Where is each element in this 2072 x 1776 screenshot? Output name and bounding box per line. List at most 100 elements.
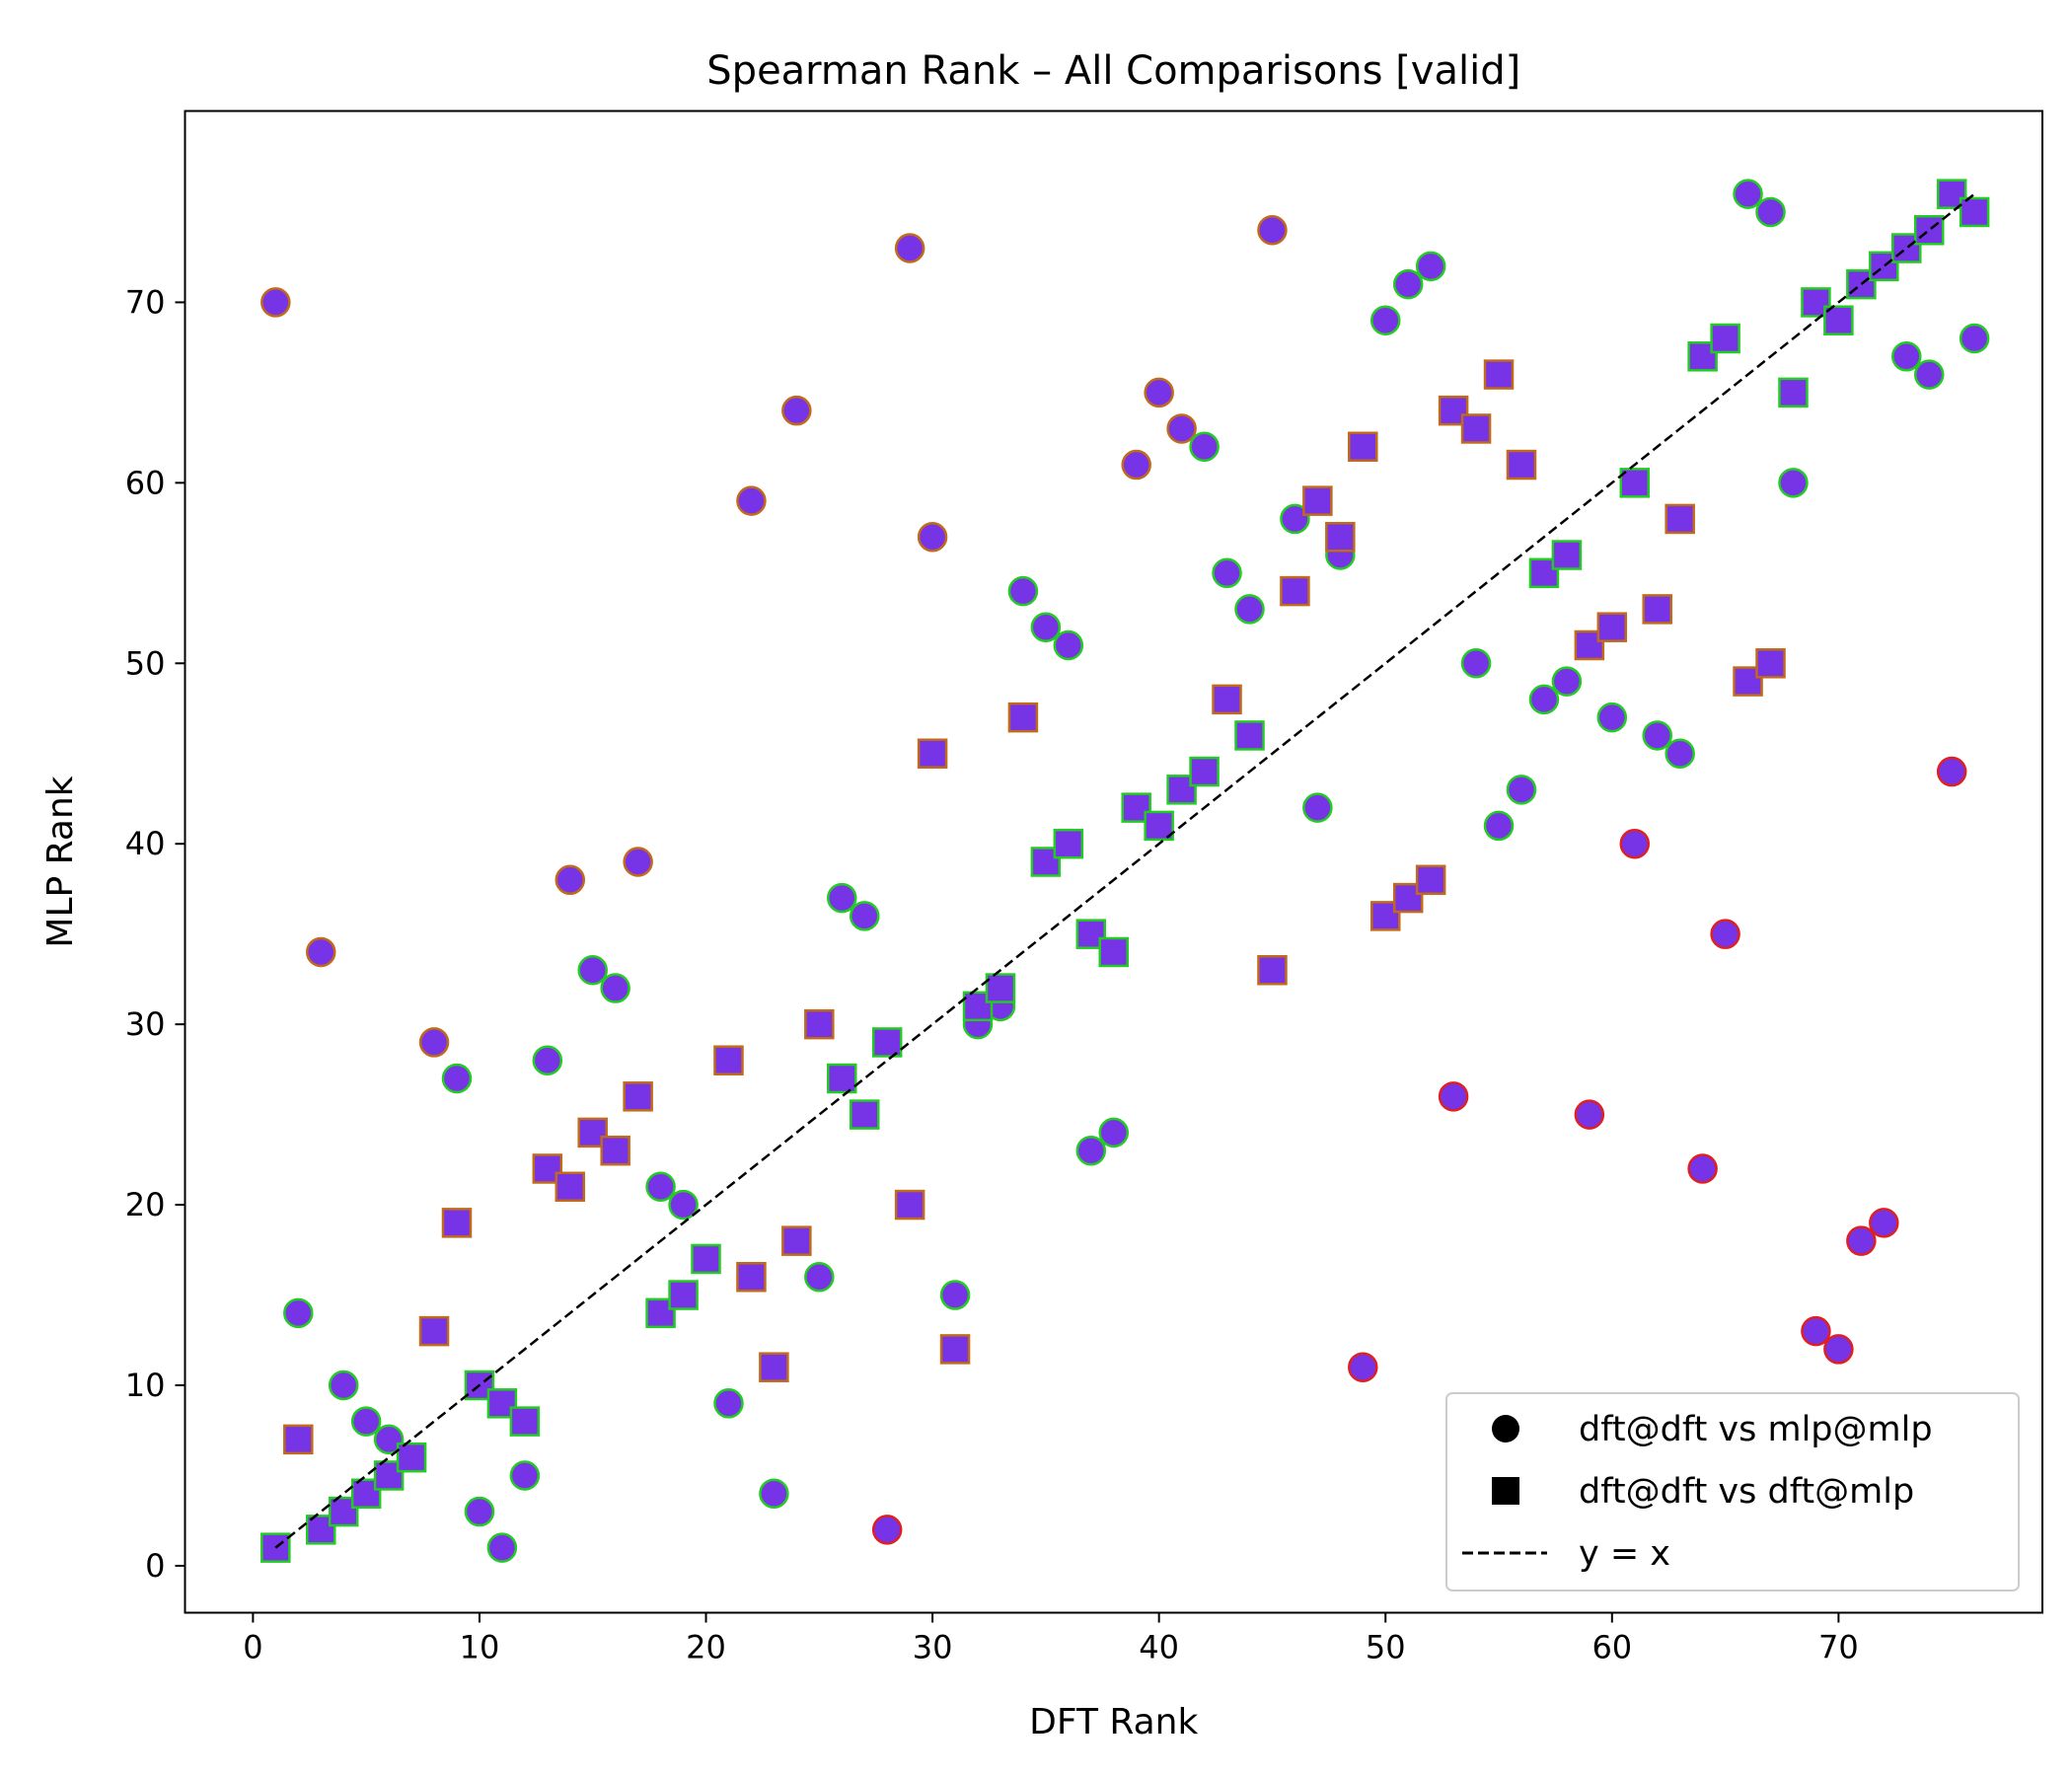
data-point-square — [759, 1352, 789, 1382]
data-point-square — [668, 1280, 699, 1310]
data-point-circle — [532, 1045, 563, 1075]
data-point-square — [1325, 521, 1356, 553]
x-tick-label: 40 — [1139, 1629, 1179, 1666]
data-point-circle — [1687, 1153, 1718, 1184]
y-tick-label: 70 — [125, 283, 166, 321]
data-point-circle — [645, 1171, 676, 1203]
data-point-square — [1302, 485, 1333, 516]
reference-line-y-equals-x — [274, 192, 1975, 1549]
data-point-square — [1506, 449, 1537, 481]
data-point-circle — [623, 847, 653, 877]
data-point-square — [1710, 323, 1740, 354]
y-tick-label: 20 — [125, 1186, 166, 1223]
y-tick-label: 0 — [145, 1547, 165, 1585]
data-point-square — [804, 1008, 835, 1040]
data-point-square — [1460, 413, 1492, 444]
data-point-circle — [1913, 359, 1945, 390]
data-point-circle — [1212, 557, 1242, 589]
data-point-circle — [283, 1297, 314, 1329]
axis-ticks: 0 10 20 30 40 50 60 70 0 10 20 30 40 50 60 70 — [125, 283, 1859, 1665]
data-point-circle — [1846, 1225, 1877, 1256]
data-point-circle — [1665, 738, 1695, 769]
data-point-circle — [1121, 449, 1151, 481]
data-point-circle — [1098, 1117, 1129, 1148]
data-point-square — [1257, 955, 1288, 986]
legend-square-marker — [1492, 1477, 1519, 1505]
data-point-circle — [1030, 612, 1062, 642]
data-point-square — [1098, 936, 1129, 968]
data-point-circle — [1415, 251, 1446, 282]
legend-label-mlp-at-mlp: dft@dft vs mlp@mlp — [1579, 1410, 1933, 1449]
data-point-circle — [1280, 503, 1310, 535]
data-point-square — [555, 1171, 586, 1203]
y-tick-label: 40 — [125, 825, 166, 862]
data-point-square — [1778, 377, 1809, 408]
data-point-square — [1483, 359, 1515, 390]
data-point-circle — [1596, 702, 1628, 733]
data-point-square — [418, 1315, 450, 1347]
data-point-square — [736, 1261, 767, 1293]
data-point-circle — [781, 395, 812, 426]
y-axis-label: MLP Rank — [40, 776, 81, 947]
data-point-square — [691, 1243, 721, 1275]
data-point-circle — [577, 955, 608, 986]
data-point-square — [1415, 864, 1446, 896]
data-point-circle — [1189, 431, 1220, 463]
data-point-square — [509, 1406, 541, 1437]
data-point-circle — [1460, 648, 1492, 679]
data-point-square — [985, 973, 1016, 1003]
data-point-circle — [1936, 756, 1967, 787]
x-tick-label: 20 — [686, 1629, 726, 1666]
data-point-square — [894, 1189, 925, 1221]
data-point-circle — [1392, 268, 1424, 300]
data-point-circle — [849, 901, 880, 931]
data-point-square — [1234, 720, 1265, 751]
data-point-circle — [1369, 305, 1401, 335]
axes-frame — [184, 110, 2043, 1614]
data-point-square — [1755, 648, 1786, 679]
data-point-circle — [373, 1424, 405, 1455]
data-point-circle — [1619, 828, 1651, 859]
data-point-circle — [1348, 1352, 1378, 1382]
legend-label-y-equals-x: y = x — [1579, 1534, 1670, 1574]
data-point-circle — [509, 1460, 541, 1491]
data-point-square — [1053, 828, 1084, 859]
data-point-circle — [1551, 666, 1583, 697]
data-point-circle — [1528, 684, 1560, 715]
data-point-square — [1913, 214, 1945, 246]
data-point-circle — [894, 233, 925, 263]
data-point-circle — [804, 1261, 835, 1293]
plot-area — [260, 179, 1990, 1563]
y-tick-label: 60 — [125, 464, 166, 501]
x-tick-label: 30 — [913, 1629, 953, 1666]
data-point-square — [827, 1063, 857, 1094]
data-point-circle — [328, 1369, 359, 1401]
y-tick-label: 50 — [125, 644, 166, 682]
data-point-circle — [1959, 323, 1990, 354]
data-point-circle — [305, 936, 336, 968]
data-point-square — [260, 1532, 291, 1563]
data-point-square — [623, 1081, 653, 1112]
data-point-circle — [555, 864, 586, 896]
data-point-circle — [441, 1063, 473, 1094]
data-point-square — [849, 1099, 880, 1130]
data-point-circle — [1891, 341, 1922, 372]
data-point-square — [713, 1045, 744, 1075]
data-point-circle — [1144, 377, 1174, 408]
y-tick-label: 10 — [125, 1367, 166, 1404]
data-point-square — [441, 1208, 473, 1238]
data-point-square — [1348, 431, 1378, 463]
data-point-circle — [1438, 1081, 1469, 1112]
data-point-circle — [713, 1388, 744, 1419]
x-tick-label: 50 — [1366, 1629, 1406, 1666]
data-point-square — [1665, 503, 1695, 535]
data-point-circle — [1166, 413, 1197, 444]
data-point-circle — [917, 521, 948, 553]
data-point-square — [871, 1027, 903, 1058]
x-tick-label: 60 — [1591, 1629, 1632, 1666]
data-point-square — [1007, 702, 1039, 733]
data-point-circle — [1823, 1334, 1854, 1365]
data-point-circle — [736, 485, 767, 516]
y-tick-label: 30 — [125, 1005, 166, 1043]
